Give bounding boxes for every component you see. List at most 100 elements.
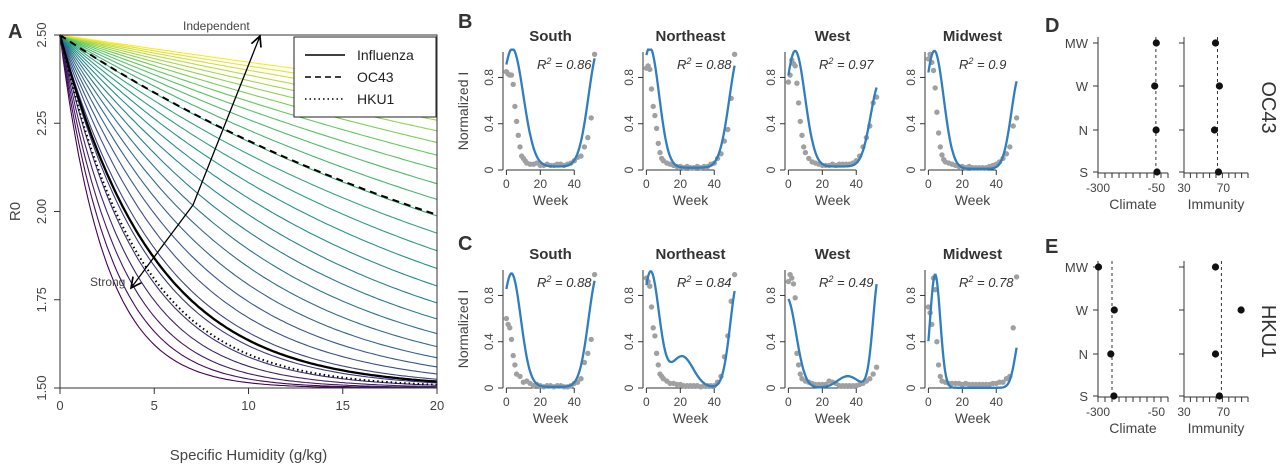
y-tick-label: 1.75 [34,287,49,312]
x-tick-label: 0 [643,177,650,191]
humidity-curve [59,34,437,388]
y-tick-label: 0 [764,384,778,391]
virus-curves [58,34,438,386]
x-axis-label: Week [815,410,852,426]
data-point [581,144,588,150]
y-tick-label: 2.50 [34,22,49,47]
x-axis-label: Week [533,192,570,208]
y-tick-label: 0.8 [482,69,496,86]
data-point [653,125,660,132]
data-point [653,350,660,356]
category-label: S [1079,165,1088,180]
data-point [795,362,802,368]
panel-label-b: B [458,11,472,33]
panel-label-d: D [1045,15,1059,37]
y-tick-label: 0 [764,166,778,173]
r-squared-label: R2 = 0.86 [537,56,592,72]
y-tick-label: 0.4 [622,115,636,132]
model-fit-curve [645,48,736,169]
data-point [517,144,523,150]
data-point [588,115,594,121]
y-tick-label: 0.8 [482,287,496,304]
r-squared-value: 0.88 [706,57,732,72]
x-tick-label: 20 [956,177,970,191]
humidity-curve [59,34,438,170]
region-title: West [815,28,851,45]
data-point [591,271,598,278]
x-tick-label: 0 [56,398,63,413]
y-axis-label: R0 [7,202,24,221]
y-tick-label: 0.8 [622,287,636,304]
estimate-point [1211,263,1220,271]
legend: Influenza OC43 HKU1 [293,36,437,118]
humidity-curve [59,34,438,388]
data-point [655,362,661,368]
data-point [731,271,738,278]
region-title: Midwest [943,246,1002,263]
data-point [515,132,521,138]
category-label: MW [1065,36,1089,51]
x-tick-label: 40 [990,177,1004,191]
model-fit-curve [505,48,596,168]
data-point [657,149,663,156]
data-point [725,126,731,133]
y-tick-label: 0.4 [764,115,778,132]
data-point [507,325,513,331]
region-title: Midwest [943,28,1002,45]
region-plot-northeast: Northeast 0 20 40 0 0.4 0.8 Week R2 = 0.88 [622,28,738,208]
data-point [513,118,520,125]
arrow-to-strong [131,204,194,288]
data-point [790,281,797,287]
r-squared-label: R2 = 0.97 [819,56,874,72]
data-point [930,67,937,74]
region-title: South [529,246,572,263]
data-point [797,371,803,377]
region-plot-west: West 0 20 40 0 0.4 0.8 Week R2 = 0.97 [764,28,880,208]
strength-arrow: Independent Strong [90,19,260,289]
data-point [648,86,655,92]
x-tick-label: -300 [1086,181,1110,195]
y-tick-label: 0.8 [764,69,778,86]
x-tick-label: 40 [708,395,722,409]
data-point [1013,274,1020,280]
data-point [937,373,943,380]
humidity-curve-family [59,34,438,389]
region-plot-midwest: Midwest 0 20 40 0 0.4 0.8 Week R2 = 0.9 [904,28,1020,208]
x-axis-label: Climate [1109,196,1157,212]
data-point [939,152,945,158]
data-point [510,81,516,88]
x-tick-label: 40 [568,395,582,409]
legend-label-hku1: HKU1 [357,91,395,107]
x-axis-label: Week [673,192,710,208]
data-point [512,103,518,110]
annotation-independent: Independent [183,19,250,33]
x-tick-label: 20 [816,177,830,191]
y-tick-label: 2.00 [34,199,49,224]
humidity-curve [59,34,438,287]
data-point [508,72,515,78]
panel-a-chart: 0 5 10 15 20 1.50 1.75 2.00 2.25 2.50 Specific Hum… [7,19,444,464]
estimate-point [1107,350,1115,358]
y-tick-label: 0 [904,384,918,391]
data-point [508,336,515,343]
y-tick-label: 1.50 [34,375,49,400]
r-squared-label: R2 = 0.88 [677,56,732,72]
data-point [1000,379,1006,385]
humidity-curve [59,34,438,304]
data-point [731,51,738,57]
data-point [1007,144,1013,150]
x-tick-label: 40 [568,177,582,191]
x-tick-label: 5 [151,398,158,413]
x-tick-label: -50 [1148,405,1166,419]
y-tick-label: 0.8 [764,287,778,304]
data-point [789,275,795,281]
humidity-curve [59,34,438,384]
x-tick-label: 0 [503,395,510,409]
x-tick-label: 20 [534,177,548,191]
x-tick-label: 20 [956,395,970,409]
x-tick-label: 30 [1177,181,1191,195]
